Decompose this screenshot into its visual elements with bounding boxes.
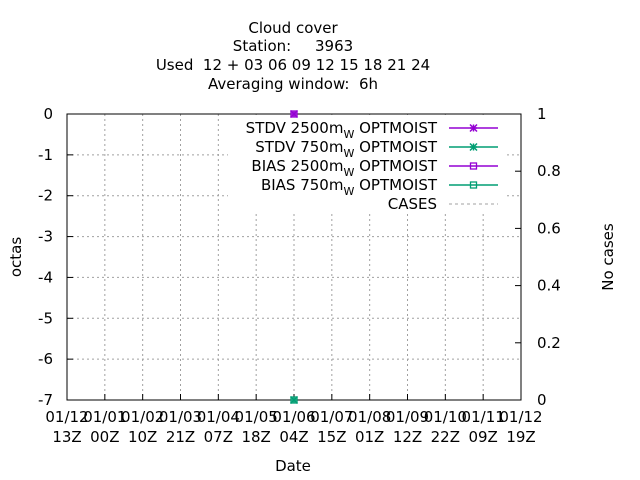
x-tick-label-date: 01/10 xyxy=(424,408,467,426)
data-point xyxy=(290,110,298,118)
y-tick-label: -5 xyxy=(38,309,53,327)
legend-marker xyxy=(469,162,478,170)
x-tick-label-hour: 07Z xyxy=(204,428,233,446)
chart-subtitle-station: Station: 3963 xyxy=(233,37,353,55)
legend-label: CASES xyxy=(388,195,437,213)
x-tick-label-date: 01/09 xyxy=(386,408,429,426)
data-point xyxy=(289,109,299,119)
y-axis-label: octas xyxy=(7,237,25,277)
legend-marker xyxy=(469,123,478,133)
y2-axis: 1 0.8 0.6 0.4 0.2 0 xyxy=(515,105,561,409)
y-tick-label: 0 xyxy=(43,105,53,123)
data-point xyxy=(289,395,299,405)
legend-background xyxy=(228,115,506,212)
x-tick-label-hour: 19Z xyxy=(506,428,535,446)
x-tick-label-hour: 01Z xyxy=(355,428,384,446)
x-tick-label-hour: 00Z xyxy=(90,428,119,446)
x-tick-label-date: 01/05 xyxy=(235,408,278,426)
legend-label: STDV 750mW OPTMOIST xyxy=(255,138,438,160)
legend-label: BIAS 750mW OPTMOIST xyxy=(261,176,438,198)
x-tick-label-hour: 09Z xyxy=(468,428,497,446)
x-axis-label: Date xyxy=(275,457,311,475)
x-tick-label-date: 01/08 xyxy=(348,408,391,426)
y-tick-label: -2 xyxy=(38,187,53,205)
chart-title: Cloud cover xyxy=(248,19,338,37)
x-tick-label-date: 01/02 xyxy=(121,408,164,426)
x-tick-label-date: 01/12 xyxy=(45,408,88,426)
y-axis: 0 -1 -2 -3 -4 -5 -6 -7 xyxy=(38,105,73,409)
y-tick-label: -3 xyxy=(38,228,53,246)
data-points xyxy=(289,109,299,405)
x-tick-label-date: 01/12 xyxy=(499,408,542,426)
legend-marker xyxy=(469,181,478,189)
y2-tick-label: 0.8 xyxy=(537,162,561,180)
legend-label: STDV 2500mW OPTMOIST xyxy=(246,119,438,141)
x-tick-label-date: 01/03 xyxy=(159,408,202,426)
y2-tick-label: 0.2 xyxy=(537,334,561,352)
y-tick-label: -7 xyxy=(38,391,53,409)
legend-label: BIAS 2500mW OPTMOIST xyxy=(251,157,437,179)
x-tick-label-hour: 15Z xyxy=(317,428,346,446)
x-tick-label-date: 01/06 xyxy=(272,408,315,426)
legend-marker xyxy=(469,142,478,152)
x-tick-label-date: 01/11 xyxy=(462,408,505,426)
y-tick-label: -4 xyxy=(38,268,53,286)
x-tick-label-hour: 22Z xyxy=(431,428,460,446)
x-tick-label-hour: 04Z xyxy=(279,428,308,446)
y-tick-label: -1 xyxy=(38,146,53,164)
x-tick-label-hour: 10Z xyxy=(128,428,157,446)
chart-subtitle-used: Used 12 + 03 06 09 12 15 18 21 24 xyxy=(156,56,430,74)
data-point xyxy=(290,396,298,404)
x-tick-label-hour: 18Z xyxy=(241,428,270,446)
y2-tick-label: 0.4 xyxy=(537,277,561,295)
y2-tick-label: 1 xyxy=(537,105,547,123)
y2-tick-label: 0.6 xyxy=(537,219,561,237)
y2-tick-label: 0 xyxy=(537,391,547,409)
x-tick-label-hour: 21Z xyxy=(166,428,195,446)
y2-axis-label: No cases xyxy=(599,223,617,291)
y-tick-label: -6 xyxy=(38,350,53,368)
x-tick-label-hour: 12Z xyxy=(393,428,422,446)
x-tick-label-date: 01/01 xyxy=(83,408,126,426)
x-tick-label-date: 01/07 xyxy=(310,408,353,426)
chart-subtitle-window: Averaging window: 6h xyxy=(208,75,378,93)
x-tick-label-hour: 13Z xyxy=(52,428,81,446)
x-tick-label-date: 01/04 xyxy=(197,408,240,426)
